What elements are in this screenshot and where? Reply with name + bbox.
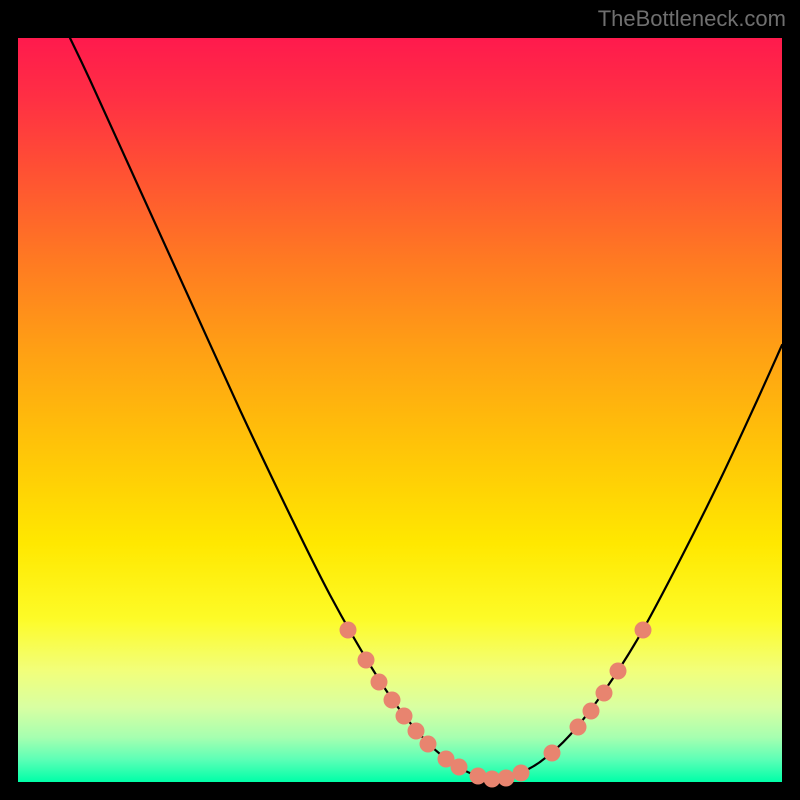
curve-dot (610, 663, 627, 680)
curve-dot (596, 685, 613, 702)
curve-dot (470, 768, 487, 785)
curve-dot (635, 622, 652, 639)
curve-dot (420, 736, 437, 753)
curve-dot (371, 674, 388, 691)
curve-dot (340, 622, 357, 639)
chart-svg (0, 0, 800, 800)
chart-frame: TheBottleneck.com (0, 0, 800, 800)
curve-dot (396, 708, 413, 725)
curve-dot (498, 770, 515, 787)
curve-dot (583, 703, 600, 720)
curve-dot (408, 723, 425, 740)
curve-dot (513, 765, 530, 782)
plot-area (18, 38, 782, 782)
curve-dot (544, 745, 561, 762)
curve-dot (358, 652, 375, 669)
curve-dot (570, 719, 587, 736)
curve-dot (384, 692, 401, 709)
curve-dot (451, 759, 468, 776)
